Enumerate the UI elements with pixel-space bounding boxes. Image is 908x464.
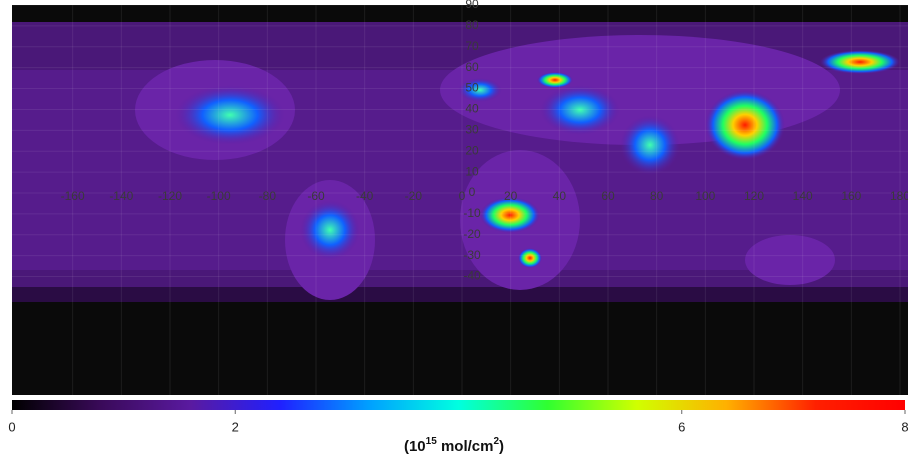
lon-tick-label: 160 [841, 189, 861, 203]
lon-tick-label: -160 [61, 189, 85, 203]
lon-tick-label: -60 [307, 189, 325, 203]
colorbar-tick-label: 2 [232, 419, 239, 434]
lat-tick-label: 90 [465, 0, 479, 11]
units-unit: mol/cm [437, 438, 494, 455]
lon-tick-label: -140 [109, 189, 133, 203]
lon-tick-label: -120 [158, 189, 182, 203]
lon-tick-label: 60 [601, 189, 615, 203]
lat-tick-label: -30 [463, 248, 481, 262]
units-close: ) [499, 438, 504, 455]
units-exp: 15 [426, 436, 438, 447]
lon-tick-label: -100 [207, 189, 231, 203]
colorbar-ticks: 0 2 6 8 [8, 410, 908, 434]
lat-tick-label: -20 [463, 227, 481, 241]
lat-tick-label: 50 [465, 81, 479, 95]
grid [12, 4, 908, 395]
tick-labels: -160 -140 -120 -100 -80 -60 -40 -20 0 20 40 60 80 100… [61, 0, 908, 283]
map: -160 -140 -120 -100 -80 -60 -40 -20 0 20 40 60 80 100… [12, 0, 908, 395]
lon-tick-label: -20 [405, 189, 423, 203]
lat-tick-label: -40 [463, 269, 481, 283]
lat-tick-label: 70 [465, 39, 479, 53]
lat-tick-label: 30 [465, 123, 479, 137]
lon-tick-label: 180 [890, 189, 908, 203]
units-unit-exp: 2 [493, 436, 499, 447]
colorbar-tick-label: 6 [678, 419, 685, 434]
colorbar-tick-label: 8 [901, 419, 908, 434]
lon-tick-label: 0 [459, 189, 466, 203]
lat-tick-label: 80 [465, 18, 479, 32]
hotspots [175, 50, 900, 268]
colorbar-units: (1015 mol/cm2) [404, 436, 504, 455]
lon-tick-label: 20 [504, 189, 518, 203]
lat-tick-label: 10 [465, 164, 479, 178]
lat-tick-label: 60 [465, 60, 479, 74]
southern-band [12, 287, 908, 302]
colorbar [12, 400, 905, 410]
lon-tick-label: 140 [793, 189, 813, 203]
lon-tick-label: -80 [259, 189, 277, 203]
lat-tick-label: 40 [465, 102, 479, 116]
lon-tick-label: 120 [744, 189, 764, 203]
lon-tick-label: -40 [356, 189, 374, 203]
lon-tick-label: 40 [553, 189, 567, 203]
units-open: (10 [404, 438, 426, 455]
colorbar-tick-label: 0 [8, 419, 15, 434]
lon-tick-label: 80 [650, 189, 664, 203]
lat-tick-label: 0 [469, 185, 476, 199]
lat-tick-label: 20 [465, 143, 479, 157]
lon-tick-label: 100 [695, 189, 715, 203]
lat-tick-label: -10 [463, 206, 481, 220]
